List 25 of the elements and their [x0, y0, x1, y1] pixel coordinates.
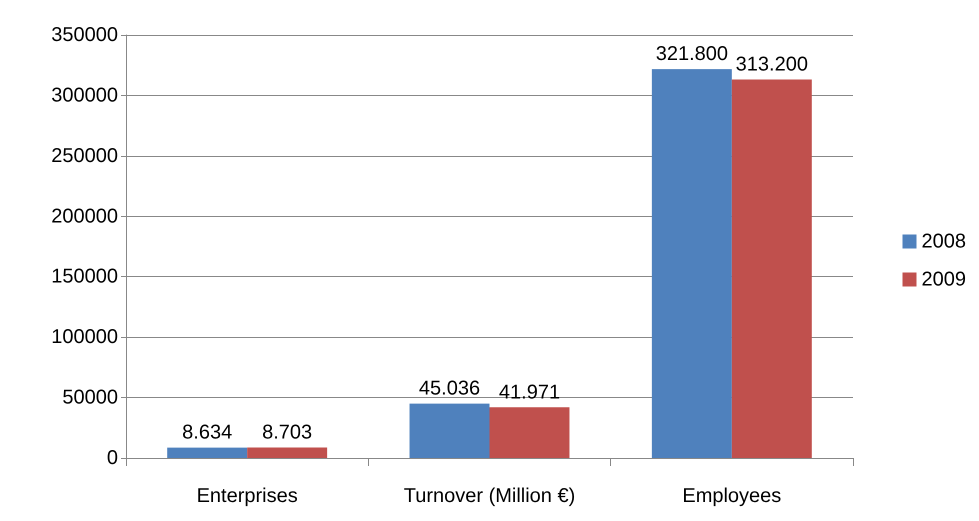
data-label: 313.200: [736, 53, 808, 76]
data-label: 8.634: [182, 422, 232, 444]
x-tick-label: Turnover (Million €): [404, 485, 576, 507]
y-tick-label: 150000: [51, 266, 118, 288]
data-label: 41.971: [498, 381, 560, 404]
y-tick-label: 0: [106, 447, 118, 469]
x-tick-label: Enterprises: [196, 485, 298, 507]
data-label: 321.800: [656, 43, 728, 66]
bar: [167, 448, 248, 458]
data-label: 45.036: [418, 378, 480, 400]
data-label: 8.703: [262, 421, 312, 444]
y-tick-label: 250000: [51, 144, 118, 167]
legend-label: 2009: [922, 268, 966, 290]
y-tick-label: 200000: [51, 205, 118, 228]
bar: [732, 79, 812, 458]
bar: [247, 447, 328, 458]
y-tick-label: 300000: [51, 84, 118, 106]
x-tick-label: Employees: [682, 485, 782, 507]
bar: [490, 407, 570, 458]
bar: [652, 69, 732, 458]
legend-label: 2008: [922, 230, 966, 252]
y-tick-label: 100000: [51, 326, 118, 348]
y-tick-label: 50000: [62, 386, 118, 409]
y-tick-label: 350000: [51, 24, 118, 46]
bar: [410, 404, 490, 458]
